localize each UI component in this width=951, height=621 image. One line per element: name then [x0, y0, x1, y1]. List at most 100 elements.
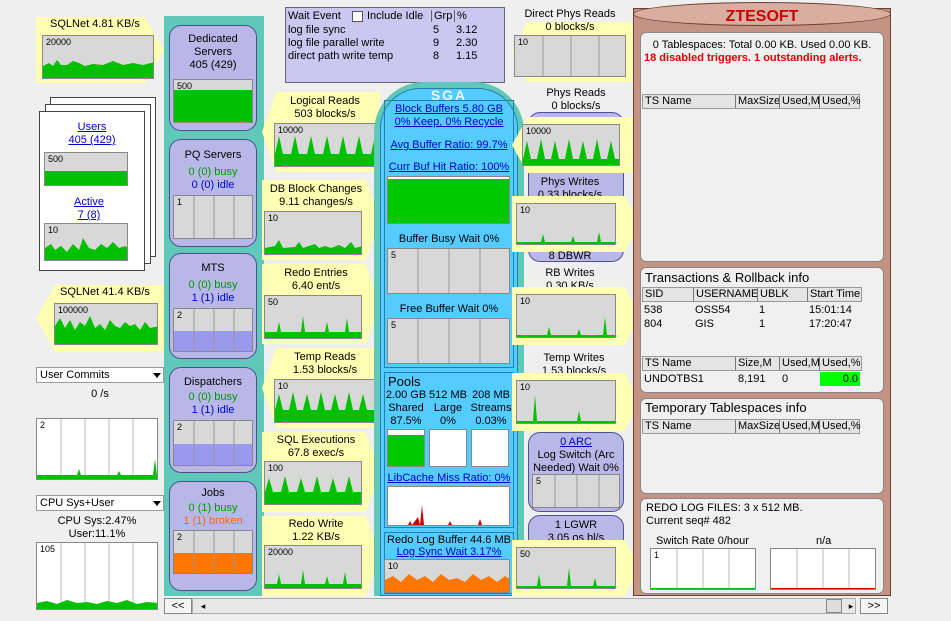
buffer-busy-graph: 5	[387, 248, 510, 294]
mts-idle: 1 (1) idle	[191, 292, 235, 304]
libcache-graph	[387, 486, 510, 526]
wait-row-grp: 9	[433, 37, 440, 49]
pool-bar	[387, 429, 425, 467]
free-buffer-graph: 5	[387, 318, 510, 364]
switch-rate-graph: 1	[650, 548, 756, 590]
undo-used-pct-bar: 0.0	[820, 372, 860, 386]
redo-log-buffer: Redo Log Buffer 44.6 MB	[387, 534, 511, 546]
pool-bar	[471, 429, 509, 467]
users-link[interactable]: Users	[77, 121, 107, 133]
mts-busy: 0 (0) busy	[188, 279, 238, 291]
dispatchers-busy: 0 (0) busy	[188, 391, 238, 403]
redo-entries-graph: 50	[264, 295, 362, 339]
scroll-left-button[interactable]: <<	[164, 598, 192, 614]
arc-link[interactable]: 0 ARC	[560, 436, 592, 448]
log-switch-wait: Log Switch (Arc Needed) Wait 0%	[533, 449, 619, 474]
users-value[interactable]: 405 (429)	[68, 134, 116, 146]
mts-graph: 2	[173, 308, 253, 352]
pools-box	[384, 372, 514, 528]
brand-title: ZTESOFT	[725, 8, 799, 25]
scrollbar-track[interactable]	[192, 598, 856, 614]
user-commits-select[interactable]: User Commits	[36, 367, 164, 383]
alerts-text[interactable]: 18 disabled triggers. 1 outstanding aler…	[644, 52, 862, 64]
switch-na-graph	[770, 548, 876, 590]
cpu-select[interactable]: CPU Sys+User	[36, 495, 164, 511]
pool-pct: 0.03%	[475, 415, 507, 427]
jobs-graph: 2	[173, 530, 253, 574]
scroll-thumb[interactable]	[826, 599, 842, 613]
pool-size: 512 MB	[429, 389, 467, 401]
block-buffers-link[interactable]: Block Buffers 5.80 GB	[394, 103, 504, 115]
user-commits-graph: 2	[36, 418, 158, 480]
active-users-link[interactable]: Active	[74, 196, 104, 208]
pool-pct: 0%	[440, 415, 456, 427]
avg-buffer-ratio-link[interactable]: Avg Buffer Ratio: 99.7%	[390, 139, 508, 151]
pool-size: 2.00 GB	[385, 389, 427, 401]
scroll-left-icon[interactable]: ◂	[200, 601, 206, 611]
logical-reads-value: 503 blocks/s	[294, 108, 356, 120]
direct-phys-reads-value: 0 blocks/s	[545, 21, 595, 33]
dedicated-value: 405 (429)	[189, 59, 237, 71]
scroll-right-button[interactable]: >>	[860, 598, 888, 614]
temp-reads-label: Temp Reads	[294, 351, 356, 363]
tablespace-table-header: TS Name MaxSize Used,M Used,%	[642, 94, 861, 109]
redo-write-graph: 20000	[264, 545, 362, 589]
sql-executions-label: SQL Executions	[276, 434, 356, 446]
wait-event-panel: Wait Event Include Idle Grp % log file s…	[285, 7, 505, 83]
buf-hit-graph	[387, 176, 510, 224]
arc-graph: 5	[532, 474, 620, 508]
redo-entries-value: 6.40 ent/s	[291, 280, 341, 292]
phys-reads-label: Phys Reads	[546, 87, 606, 99]
phys-reads-value: 0 blocks/s	[551, 100, 601, 112]
pq-busy: 0 (0) busy	[188, 166, 238, 178]
include-idle-label: Include Idle	[367, 10, 424, 22]
sql-executions-graph: 100	[264, 461, 362, 505]
buffer-busy-wait: Buffer Busy Wait 0%	[398, 233, 500, 245]
jobs-broken: 1 (1) broken	[183, 515, 243, 527]
temp-reads-value: 1.53 blocks/s	[292, 364, 358, 376]
active-users-value[interactable]: 7 (8)	[77, 209, 101, 221]
logical-reads-graph: 10000	[274, 123, 376, 167]
transactions-title: Transactions & Rollback info	[645, 270, 810, 285]
direct-phys-reads-label: Direct Phys Reads	[524, 8, 616, 20]
mts-title: MTS	[201, 262, 225, 274]
scroll-right-icon[interactable]: ▸	[848, 601, 854, 611]
pool-name: Streams	[470, 402, 512, 414]
cpu-graph: 105	[36, 542, 158, 610]
temp-reads-graph: 10	[274, 379, 376, 423]
dispatchers-graph: 2	[173, 420, 253, 466]
temp-tablespaces-header: TS Name MaxSize Used,M Used,%	[642, 419, 861, 434]
sqlnet-in-label: SQLNet 4.81 KB/s	[50, 18, 140, 30]
rb-writes-label: RB Writes	[545, 267, 595, 279]
sqlnet-out-graph: 100000	[54, 303, 158, 345]
curr-buf-hit-link[interactable]: Curr Buf Hit Ratio: 100%	[388, 161, 510, 173]
transactions-header: SID USERNAME UBLK Start Time	[642, 287, 862, 302]
keep-recycle-link[interactable]: 0% Keep, 0% Recycle	[394, 116, 504, 128]
libcache-miss-link[interactable]: LibCache Miss Ratio: 0%	[387, 472, 511, 484]
pct-header: %	[454, 10, 467, 22]
dispatchers-title: Dispatchers	[183, 376, 243, 388]
temp-tablespaces-panel	[640, 398, 884, 494]
temp-writes-label: Temp Writes	[543, 352, 605, 364]
rb-writes-graph: 10	[516, 294, 616, 338]
include-idle-checkbox[interactable]	[352, 11, 363, 22]
active-users-graph: 10	[44, 223, 128, 261]
log-sync-wait-link[interactable]: Log Sync Wait 3.17%	[396, 546, 502, 558]
phys-writes-label: Phys Writes	[540, 176, 600, 188]
pool-name: Shared	[388, 402, 424, 414]
lgwr-graph: 50	[516, 547, 616, 589]
jobs-busy: 0 (1) busy	[188, 502, 238, 514]
pq-graph: 1	[173, 195, 253, 239]
pools-title: Pools	[388, 374, 421, 389]
redo-entries-label: Redo Entries	[284, 267, 348, 279]
jobs-title: Jobs	[201, 487, 225, 499]
undo-row: UNDOTBS1 8,191 0	[644, 373, 789, 385]
logical-reads-label: Logical Reads	[290, 95, 360, 107]
tablespaces-summary: 0 Tablespaces: Total 0.00 KB. Used 0.00 …	[652, 39, 872, 51]
pool-pct: 87.5%	[390, 415, 422, 427]
wait-row-pct: 3.12	[456, 24, 478, 36]
grp-header: Grp	[431, 10, 452, 22]
redo-buffer-graph: 10	[384, 559, 510, 593]
temp-writes-graph: 10	[516, 380, 616, 424]
cpu-user: User:11.1%	[68, 528, 126, 540]
